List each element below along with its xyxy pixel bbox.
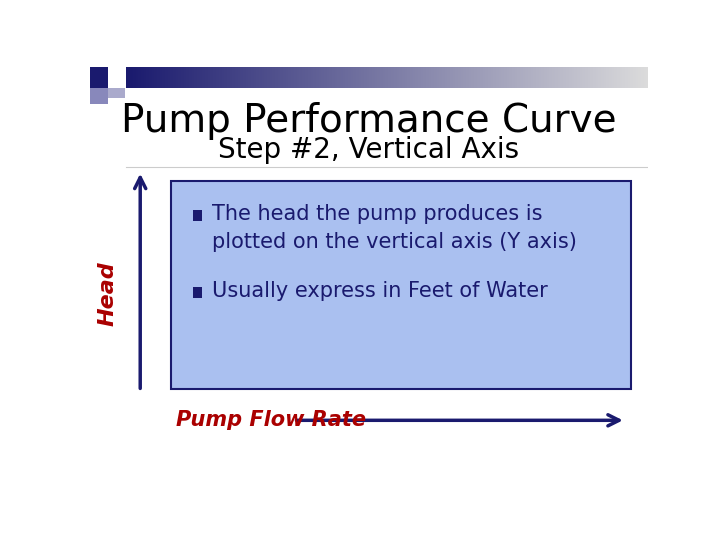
Text: Head: Head [98, 261, 118, 326]
Text: plotted on the vertical axis (Y axis): plotted on the vertical axis (Y axis) [212, 232, 577, 252]
Text: Step #2, Vertical Axis: Step #2, Vertical Axis [218, 136, 520, 164]
Bar [193, 211, 202, 221]
Text: Pump Flow Rate: Pump Flow Rate [176, 410, 366, 430]
Text: The head the pump produces is: The head the pump produces is [212, 204, 543, 224]
Bar [90, 87, 108, 104]
Bar [108, 87, 125, 98]
Text: Pump Performance Curve: Pump Performance Curve [121, 102, 617, 140]
Bar [171, 181, 631, 389]
Bar [193, 287, 202, 298]
Text: Usually express in Feet of Water: Usually express in Feet of Water [212, 281, 548, 301]
Bar [90, 67, 108, 87]
